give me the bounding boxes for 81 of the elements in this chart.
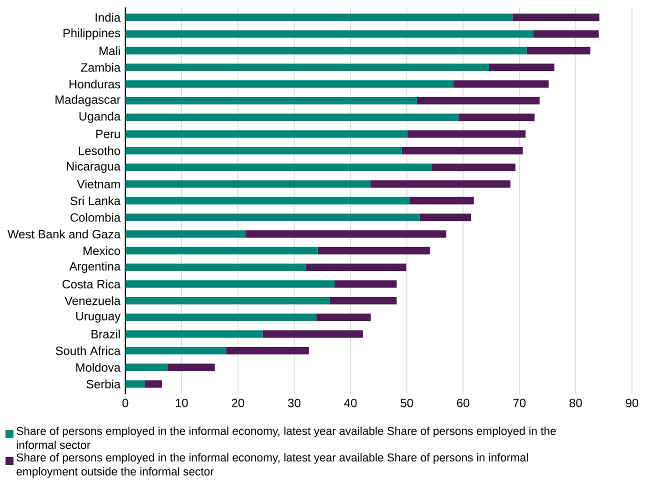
bar [262, 330, 363, 338]
bar [125, 230, 246, 238]
bar [458, 114, 535, 122]
bar [410, 196, 474, 204]
y-tick-label: Madagascar [56, 95, 120, 106]
y-tick-label: Serbia [86, 380, 121, 388]
y-tick-label: Moldova [76, 362, 121, 372]
x-tick-label: 80 [570, 398, 582, 408]
bar [526, 46, 590, 54]
x-tick-label: 90 [626, 398, 638, 408]
bar [125, 280, 334, 288]
bar [454, 80, 549, 88]
bar [330, 296, 397, 304]
bar [125, 64, 490, 72]
bar [125, 180, 370, 188]
x-tick-label: 10 [176, 398, 188, 408]
bar [226, 346, 309, 354]
y-tick-label: Honduras [70, 80, 120, 88]
legend-label: Share of persons employed in the informal economy, latest year available Share of persons in informal employment outside the informal sector [16, 453, 528, 478]
y-tick-label: Peru [96, 130, 120, 138]
bar [420, 214, 471, 222]
bar [512, 14, 600, 22]
bar [334, 280, 397, 288]
bar [125, 164, 432, 172]
bar [245, 230, 446, 238]
y-tick-label: India [96, 12, 121, 22]
x-tick-label: 0 [122, 398, 128, 408]
bar [125, 80, 454, 88]
bar [306, 264, 406, 272]
x-tick-label: 30 [288, 398, 300, 408]
x-tick-label: 60 [457, 398, 470, 408]
bar [125, 46, 527, 54]
bar [125, 146, 402, 154]
bar [533, 30, 599, 38]
y-tick-label: Argentina [69, 262, 121, 273]
y-tick-label: Uruguay [76, 312, 121, 323]
y-tick-label: Costa Rica [62, 280, 121, 288]
y-tick-label: Mexico [84, 246, 120, 256]
bar [125, 296, 330, 304]
bar [125, 196, 410, 204]
bar [125, 214, 420, 222]
y-tick-label: Colombia [70, 212, 121, 222]
y-tick-label: Nicaragua [66, 162, 121, 173]
bar [370, 180, 510, 188]
y-tick-label: Brazil [92, 330, 120, 338]
legend-label: Share of persons employed in the informal economy, latest year available Share of persons employed in the informal sector [16, 426, 556, 449]
y-tick-label: Sri Lanka [70, 196, 121, 206]
bar [318, 246, 430, 254]
bar [125, 14, 513, 22]
y-tick-label: Zambia [80, 62, 121, 72]
bar [125, 264, 306, 272]
bar [168, 364, 215, 372]
bar [125, 364, 168, 372]
y-tick-label: Mali [100, 46, 120, 56]
bar [125, 314, 316, 322]
x-tick-label: 20 [232, 398, 244, 408]
bar [125, 380, 146, 388]
x-tick-label: 70 [513, 398, 526, 408]
bar [145, 380, 162, 388]
y-tick-label: Uganda [80, 112, 121, 123]
y-tick-label: Philippines [64, 28, 120, 40]
y-tick-label: Lesotho [78, 146, 120, 156]
bar [316, 314, 371, 322]
bar [432, 164, 516, 172]
y-tick-label: Vietnam [76, 180, 120, 188]
x-tick-label: 40 [344, 398, 357, 408]
bar [125, 330, 263, 338]
bar [125, 130, 408, 138]
bar [125, 96, 417, 104]
x-tick-label: 50 [400, 398, 414, 408]
bar [402, 146, 523, 154]
bar [125, 114, 459, 122]
bar [125, 30, 534, 38]
y-tick-label: South Africa [56, 346, 121, 356]
bar [416, 96, 540, 104]
bar [489, 64, 554, 72]
bar [125, 346, 226, 354]
y-tick-label: West Bank and Gaza [8, 230, 121, 238]
bar [407, 130, 526, 138]
bar [125, 246, 318, 254]
y-tick-label: Venezuela [64, 296, 121, 306]
